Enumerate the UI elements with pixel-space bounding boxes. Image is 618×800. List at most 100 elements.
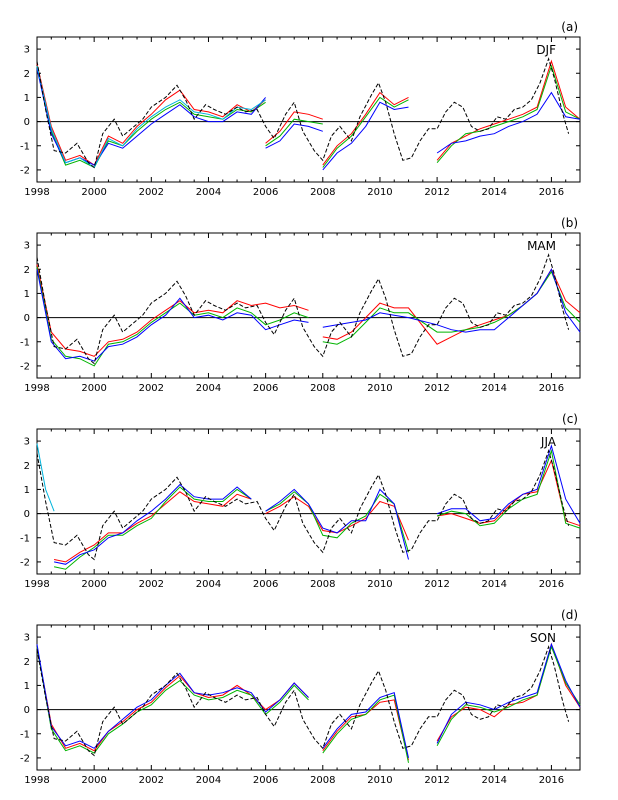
forecast-line-blue — [36, 269, 309, 362]
forecast-line-green — [436, 448, 581, 529]
x-tick-label: 2004 — [196, 383, 221, 394]
forecast-line-blue — [53, 483, 252, 565]
y-tick-label: 3 — [24, 241, 30, 252]
y-tick-label: 1 — [24, 485, 30, 496]
forecast-line-green — [53, 486, 252, 570]
x-tick-label: 2008 — [310, 187, 335, 198]
y-tick-label: -1 — [20, 729, 30, 740]
x-tick-label: 2002 — [139, 775, 164, 786]
plot-frame — [36, 232, 581, 379]
x-tick-label: 2016 — [539, 187, 564, 198]
forecast-line-blue — [322, 101, 409, 171]
x-tick-label: 1998 — [24, 187, 49, 198]
forecast-line-blue — [322, 268, 581, 333]
panel-label: (c) — [562, 412, 578, 426]
y-tick-label: -1 — [20, 141, 30, 152]
x-tick-label: 2000 — [81, 579, 106, 590]
forecast-line-green — [265, 491, 409, 553]
x-tick-label: 2006 — [253, 579, 278, 590]
x-tick-label: 2008 — [310, 775, 335, 786]
y-tick-label: 1 — [24, 93, 30, 104]
observed-dashed-line — [36, 57, 570, 169]
y-tick-label: -2 — [20, 557, 30, 568]
forecast-line-blue — [265, 123, 323, 149]
panel-label: (a) — [561, 20, 578, 34]
forecast-line-green — [322, 694, 409, 763]
x-tick-label: 2014 — [482, 775, 507, 786]
panel-a: -2 -1 0 1 2 3 1998 2000 2002 2004 2006 2008 2010 2012… — [20, 20, 581, 198]
forecast-line-red — [436, 59, 581, 161]
x-tick-label: 2004 — [196, 579, 221, 590]
season-label: MAM — [527, 239, 556, 253]
y-tick-label: -2 — [20, 753, 30, 764]
x-tick-label: 2012 — [424, 383, 449, 394]
y-tick-label: 2 — [24, 657, 30, 668]
x-tick-label: 2010 — [367, 579, 392, 590]
x-tick-label: 2006 — [253, 187, 278, 198]
x-tick-label: 2016 — [539, 579, 564, 590]
panel-c: -2 -1 0 1 2 3 1998 2000 2002 2004 2006 2008 2010 2012… — [20, 412, 581, 590]
y-tick-label: 1 — [24, 289, 30, 300]
y-tick-label: -1 — [20, 533, 30, 544]
forecast-line-blue — [436, 91, 581, 154]
y-tick-label: 2 — [24, 265, 30, 276]
x-tick-label: 2012 — [424, 579, 449, 590]
forecast-line-blue — [436, 444, 581, 524]
y-tick-label: -2 — [20, 165, 30, 176]
y-tick-label: -1 — [20, 337, 30, 348]
x-tick-label: 2012 — [424, 775, 449, 786]
forecast-line-blue — [322, 692, 409, 759]
x-tick-label: 2014 — [482, 187, 507, 198]
forecast-line-green — [436, 64, 581, 164]
forecast-line-cyan — [36, 65, 266, 169]
x-tick-label: 2006 — [253, 383, 278, 394]
forecast-line-red — [36, 264, 309, 357]
season-label: SON — [530, 631, 556, 645]
forecast-line-red — [322, 91, 409, 166]
observed-dashed-line — [36, 449, 570, 561]
forecast-line-blue — [436, 642, 581, 744]
x-tick-label: 2000 — [81, 383, 106, 394]
y-tick-label: 3 — [24, 437, 30, 448]
x-tick-label: 2000 — [81, 187, 106, 198]
x-tick-label: 2004 — [196, 775, 221, 786]
x-tick-label: 2002 — [139, 579, 164, 590]
forecast-line-red — [53, 491, 252, 563]
x-tick-label: 2006 — [253, 775, 278, 786]
forecast-line-red — [265, 111, 323, 144]
forecast-line-green — [36, 266, 309, 367]
y-tick-label: 2 — [24, 69, 30, 80]
forecast-line-red — [36, 63, 266, 166]
season-label: DJF — [536, 43, 556, 57]
x-tick-label: 2010 — [367, 187, 392, 198]
y-tick-label: 3 — [24, 633, 30, 644]
forecast-line-green — [36, 646, 309, 754]
panel-label: (b) — [561, 216, 578, 230]
forecast-line-cyan — [36, 443, 55, 512]
forecast-line-blue — [265, 488, 409, 560]
forecast-line-green — [265, 118, 323, 147]
panel-label: (d) — [561, 608, 578, 622]
y-tick-label: 0 — [24, 313, 30, 324]
x-tick-label: 2016 — [539, 383, 564, 394]
panel-b: -2 -1 0 1 2 3 1998 2000 2002 2004 2006 2008 2010 2012… — [20, 216, 581, 394]
y-tick-label: 1 — [24, 681, 30, 692]
x-tick-label: 2010 — [367, 383, 392, 394]
forecast-line-green — [36, 65, 266, 169]
x-tick-label: 1998 — [24, 579, 49, 590]
y-tick-label: 0 — [24, 509, 30, 520]
y-tick-label: 2 — [24, 461, 30, 472]
x-tick-label: 2000 — [81, 775, 106, 786]
x-tick-label: 2008 — [310, 383, 335, 394]
y-tick-label: 0 — [24, 117, 30, 128]
x-tick-label: 2014 — [482, 579, 507, 590]
x-tick-label: 2002 — [139, 187, 164, 198]
forecast-line-blue — [36, 644, 309, 749]
x-tick-label: 2008 — [310, 579, 335, 590]
x-tick-label: 1998 — [24, 775, 49, 786]
y-tick-label: -2 — [20, 361, 30, 372]
observed-dashed-line — [36, 645, 570, 757]
forecast-line-red — [322, 268, 581, 345]
forecast-line-red — [265, 496, 409, 541]
